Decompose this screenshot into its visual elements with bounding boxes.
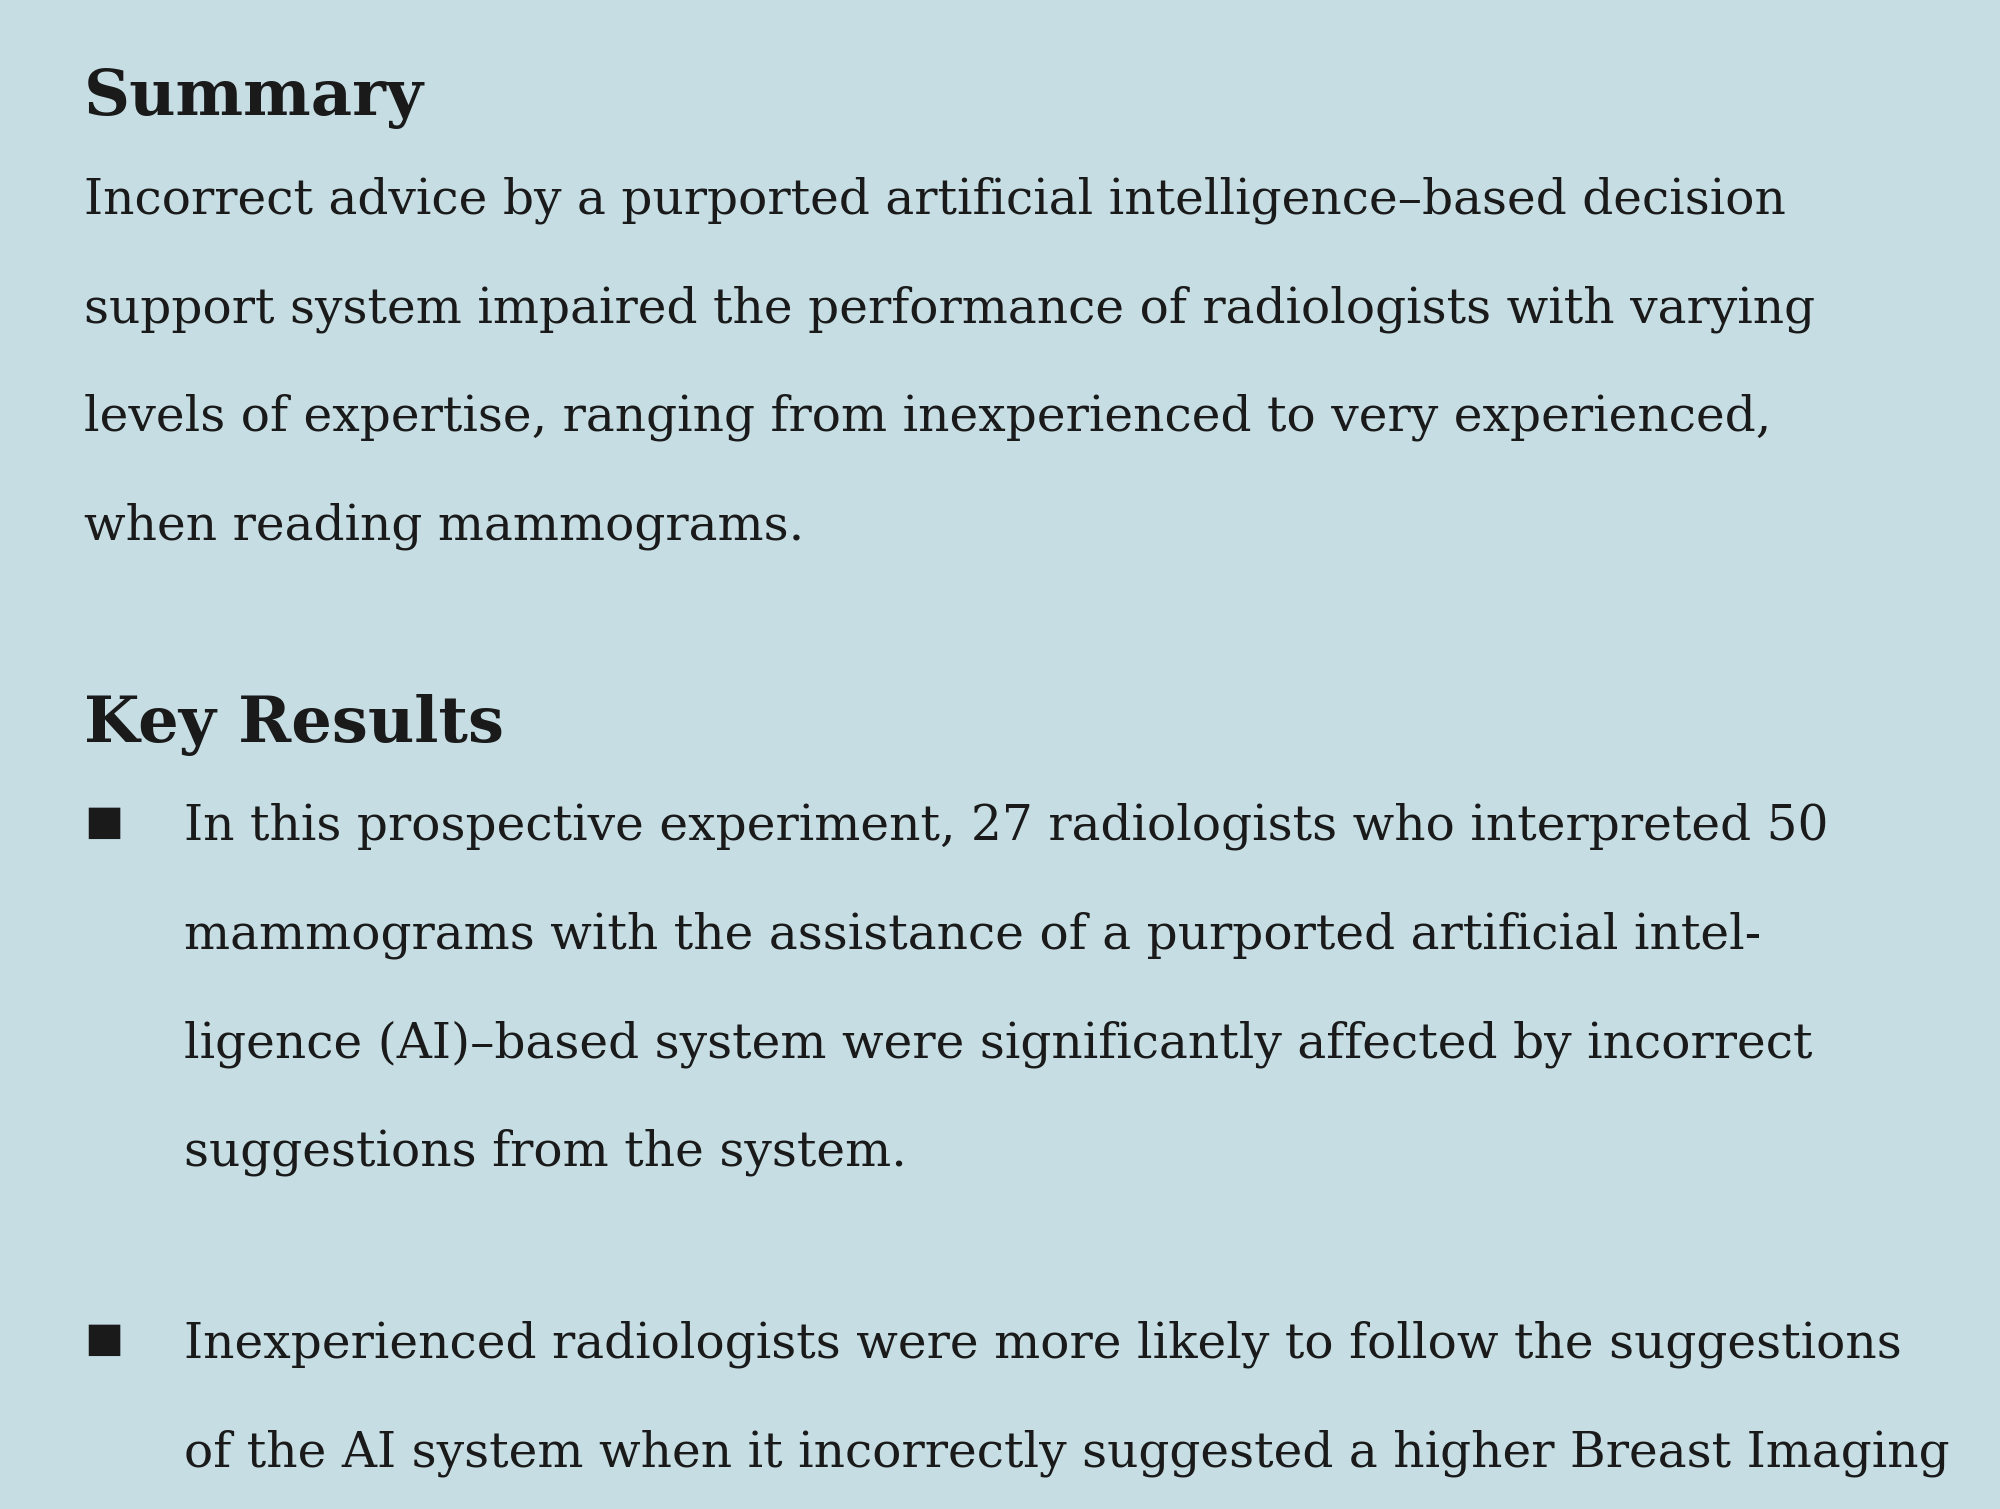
Text: Key Results: Key Results (84, 694, 504, 756)
Text: when reading mammograms.: when reading mammograms. (84, 502, 804, 549)
Text: mammograms with the assistance of a purported artificial intel-: mammograms with the assistance of a purp… (184, 911, 1762, 958)
Text: levels of expertise, ranging from inexperienced to very experienced,: levels of expertise, ranging from inexpe… (84, 394, 1772, 441)
Text: suggestions from the system.: suggestions from the system. (184, 1129, 906, 1176)
Text: of the AI system when it incorrectly suggested a higher Breast Imaging: of the AI system when it incorrectly sug… (184, 1429, 1950, 1476)
Text: In this prospective experiment, 27 radiologists who interpreted 50: In this prospective experiment, 27 radio… (184, 803, 1828, 850)
Text: Inexperienced radiologists were more likely to follow the suggestions: Inexperienced radiologists were more lik… (184, 1320, 1902, 1367)
Text: ■: ■ (84, 803, 124, 844)
Text: ligence (AI)–based system were significantly affected by incorrect: ligence (AI)–based system were significa… (184, 1020, 1812, 1068)
Text: Incorrect advice by a purported artificial intelligence–based decision: Incorrect advice by a purported artifici… (84, 177, 1786, 223)
Text: ■: ■ (84, 1320, 124, 1361)
Text: Summary: Summary (84, 68, 424, 128)
Text: support system impaired the performance of radiologists with varying: support system impaired the performance … (84, 285, 1816, 332)
